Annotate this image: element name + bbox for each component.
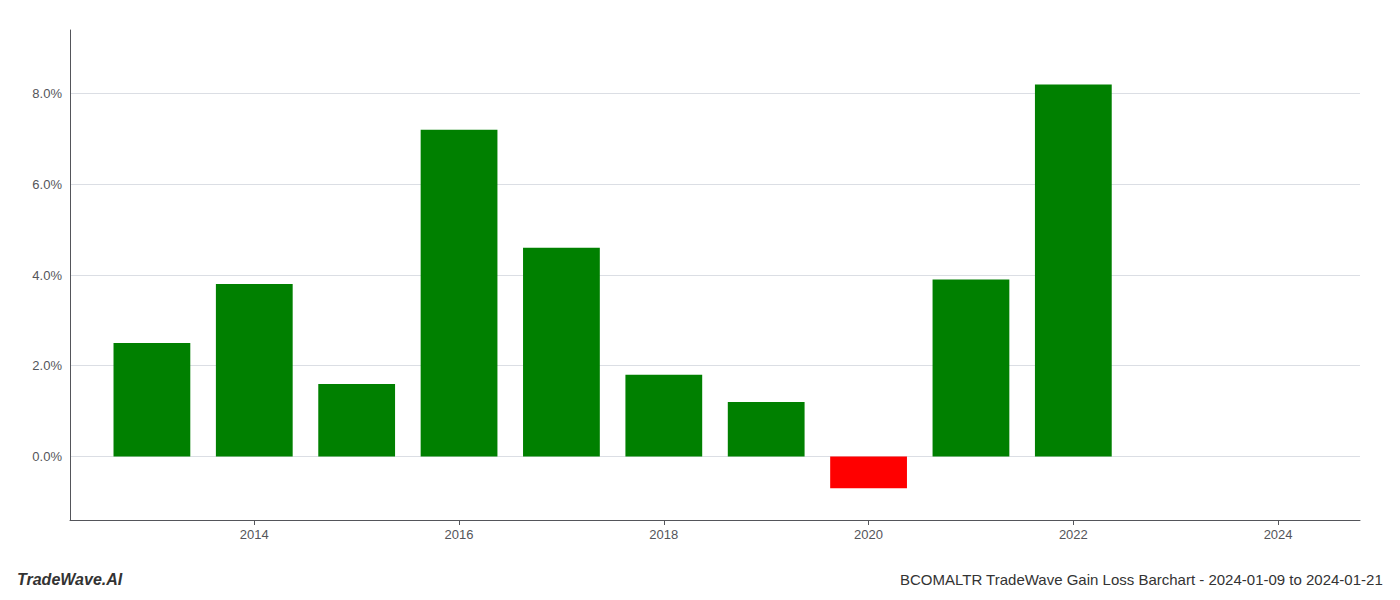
svg-text:BCOMALTR TradeWave Gain Loss B: BCOMALTR TradeWave Gain Loss Barchart - … bbox=[900, 571, 1383, 588]
svg-text:0.0%: 0.0% bbox=[32, 449, 62, 464]
svg-text:2016: 2016 bbox=[445, 527, 474, 542]
svg-text:2018: 2018 bbox=[649, 527, 678, 542]
svg-text:2022: 2022 bbox=[1059, 527, 1088, 542]
svg-text:8.0%: 8.0% bbox=[32, 86, 62, 101]
svg-text:6.0%: 6.0% bbox=[32, 177, 62, 192]
svg-text:TradeWave.AI: TradeWave.AI bbox=[17, 571, 123, 588]
svg-text:4.0%: 4.0% bbox=[32, 268, 62, 283]
svg-text:2014: 2014 bbox=[240, 527, 269, 542]
svg-text:2020: 2020 bbox=[854, 527, 883, 542]
svg-text:2024: 2024 bbox=[1264, 527, 1293, 542]
svg-text:2.0%: 2.0% bbox=[32, 358, 62, 373]
